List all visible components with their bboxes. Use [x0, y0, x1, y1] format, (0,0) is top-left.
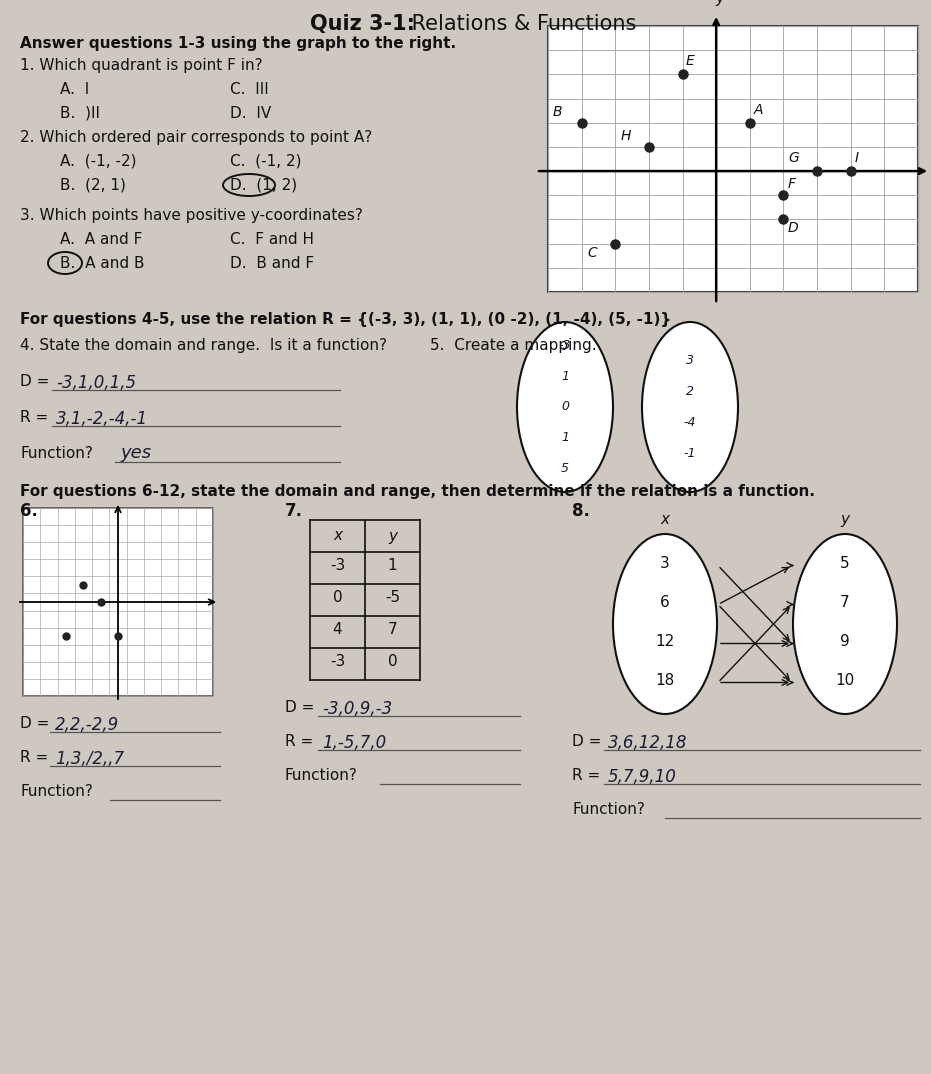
Text: x: x: [333, 528, 342, 543]
Text: Function?: Function?: [572, 802, 645, 817]
Text: D =: D =: [20, 716, 54, 731]
Text: -3,1,0,1,5: -3,1,0,1,5: [56, 374, 136, 392]
Text: 5: 5: [840, 556, 850, 571]
Text: For questions 6-12, state the domain and range, then determine if the relation i: For questions 6-12, state the domain and…: [20, 484, 815, 499]
Text: -1: -1: [683, 447, 696, 461]
Text: 7: 7: [840, 595, 850, 610]
Text: R =: R =: [572, 768, 605, 783]
Text: R =: R =: [285, 734, 318, 749]
Text: R =: R =: [20, 410, 53, 425]
Text: -3: -3: [330, 558, 345, 574]
Text: 3,6,12,18: 3,6,12,18: [608, 734, 687, 752]
Text: 10: 10: [835, 673, 855, 688]
Bar: [548, 26, 918, 292]
Text: 1: 1: [561, 369, 569, 383]
Text: A.  I: A. I: [60, 82, 89, 97]
Ellipse shape: [642, 322, 738, 492]
Text: 7.: 7.: [285, 502, 303, 520]
Text: y: y: [716, 0, 724, 6]
Text: H: H: [621, 129, 631, 143]
Text: x: x: [660, 512, 669, 527]
Text: 5: 5: [561, 462, 569, 475]
Text: 1: 1: [561, 431, 569, 445]
Ellipse shape: [793, 534, 897, 714]
Text: D.  (1, 2): D. (1, 2): [230, 178, 297, 193]
Text: 0: 0: [332, 591, 343, 606]
Text: B.  A and B: B. A and B: [60, 256, 144, 271]
Text: 4. State the domain and range.  Is it a function?: 4. State the domain and range. Is it a f…: [20, 338, 387, 353]
Text: 9: 9: [840, 634, 850, 649]
Text: Answer questions 1-3 using the graph to the right.: Answer questions 1-3 using the graph to …: [20, 37, 456, 50]
Text: D.  IV: D. IV: [230, 106, 271, 121]
Text: D.  B and F: D. B and F: [230, 256, 314, 271]
Text: C.  III: C. III: [230, 82, 269, 97]
Text: 5.  Create a mapping.: 5. Create a mapping.: [430, 338, 597, 353]
Text: 7: 7: [387, 623, 398, 638]
Text: -3,0,9,-3: -3,0,9,-3: [322, 700, 392, 719]
Text: A.  A and F: A. A and F: [60, 232, 142, 247]
Text: B.  )II: B. )II: [60, 106, 100, 121]
Text: 2,2,-2,9: 2,2,-2,9: [55, 716, 119, 734]
Text: D =: D =: [20, 374, 54, 389]
Text: D =: D =: [572, 734, 606, 749]
Text: 0: 0: [387, 654, 398, 669]
Text: yes: yes: [120, 444, 151, 462]
Text: Quiz 3-1:: Quiz 3-1:: [310, 14, 415, 34]
Text: 1: 1: [387, 558, 398, 574]
Text: Relations & Functions: Relations & Functions: [405, 14, 637, 34]
Text: 18: 18: [655, 673, 675, 688]
Text: 3: 3: [686, 353, 694, 366]
Text: B.  (2, 1): B. (2, 1): [60, 178, 126, 193]
Text: Function?: Function?: [20, 446, 93, 461]
Ellipse shape: [613, 534, 717, 714]
Text: D =: D =: [285, 700, 319, 715]
Text: C.  F and H: C. F and H: [230, 232, 314, 247]
Text: B: B: [552, 105, 561, 119]
Text: A: A: [754, 103, 763, 117]
Text: Function?: Function?: [20, 784, 93, 799]
Text: 2: 2: [686, 384, 694, 397]
Text: 5,7,9,10: 5,7,9,10: [608, 768, 677, 786]
Text: 3,1,-2,-4,-1: 3,1,-2,-4,-1: [56, 410, 148, 429]
Text: -3: -3: [330, 654, 345, 669]
Text: y: y: [841, 512, 849, 527]
Text: Function?: Function?: [285, 768, 358, 783]
Text: 1,3,/2,,7: 1,3,/2,,7: [55, 750, 124, 768]
Text: A.  (-1, -2): A. (-1, -2): [60, 154, 137, 169]
Text: I: I: [855, 151, 859, 165]
Text: -4: -4: [683, 416, 696, 430]
Text: 0: 0: [561, 401, 569, 413]
Text: C: C: [587, 246, 598, 260]
Text: 1. Which quadrant is point F in?: 1. Which quadrant is point F in?: [20, 58, 263, 73]
Text: -3: -3: [559, 339, 572, 352]
Text: 6.: 6.: [20, 502, 38, 520]
Bar: [23, 508, 213, 696]
Text: -5: -5: [385, 591, 400, 606]
Text: 3: 3: [660, 556, 670, 571]
Text: y: y: [388, 528, 397, 543]
Text: 2. Which ordered pair corresponds to point A?: 2. Which ordered pair corresponds to poi…: [20, 130, 372, 145]
Text: E: E: [685, 55, 695, 69]
Text: 8.: 8.: [572, 502, 590, 520]
Text: 1,-5,7,0: 1,-5,7,0: [322, 734, 386, 752]
Text: 3. Which points have positive y-coordinates?: 3. Which points have positive y-coordina…: [20, 208, 363, 223]
Text: 12: 12: [655, 634, 675, 649]
Text: 4: 4: [332, 623, 343, 638]
Ellipse shape: [517, 322, 613, 492]
Text: D: D: [788, 221, 798, 235]
Text: G: G: [789, 151, 799, 165]
Text: For questions 4-5, use the relation R = {(-3, 3), (1, 1), (0 -2), (1, -4), (5, -: For questions 4-5, use the relation R = …: [20, 313, 671, 326]
Text: C.  (-1, 2): C. (-1, 2): [230, 154, 302, 169]
Text: R =: R =: [20, 750, 53, 765]
Text: 6: 6: [660, 595, 670, 610]
Text: F: F: [788, 177, 795, 191]
